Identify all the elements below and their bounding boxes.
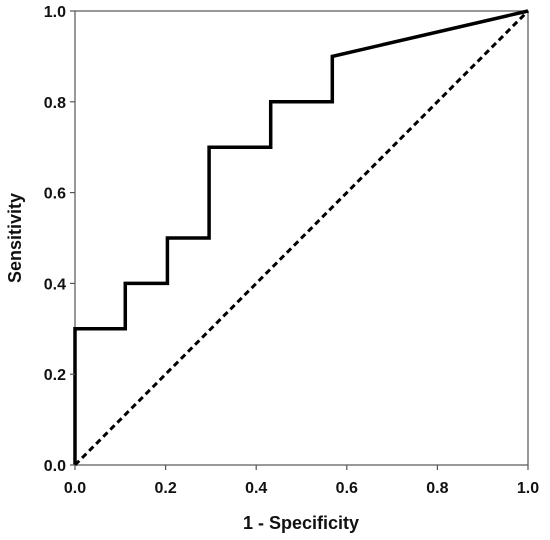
plot-frame — [74, 10, 529, 466]
y-tick-label: 0.8 — [44, 95, 66, 112]
y-tick-label: 0.6 — [44, 186, 66, 203]
reference-diagonal-line — [73, 9, 530, 467]
x-tick-label: 0.2 — [154, 480, 176, 497]
y-tick-label: 1.0 — [44, 4, 66, 21]
y-axis-ticks: 0.0 0.2 0.4 0.6 0.8 1.0 — [44, 4, 75, 475]
plot-series — [73, 9, 530, 467]
x-tick-label: 0.6 — [336, 480, 358, 497]
y-tick-label: 0.0 — [44, 458, 66, 475]
y-tick-label: 0.4 — [44, 276, 66, 293]
x-tick-label: 0.8 — [426, 480, 448, 497]
y-tick-label: 0.2 — [44, 367, 66, 384]
x-tick-label: 0.0 — [64, 480, 86, 497]
roc-curve-line — [73, 9, 529, 465]
x-axis-label: 1 - Specificity — [243, 513, 359, 533]
y-axis-label: Sensitivity — [5, 193, 25, 283]
x-axis-ticks: 0.0 0.2 0.4 0.6 0.8 1.0 — [64, 465, 539, 497]
x-tick-label: 0.4 — [245, 480, 267, 497]
x-tick-label: 1.0 — [517, 480, 539, 497]
